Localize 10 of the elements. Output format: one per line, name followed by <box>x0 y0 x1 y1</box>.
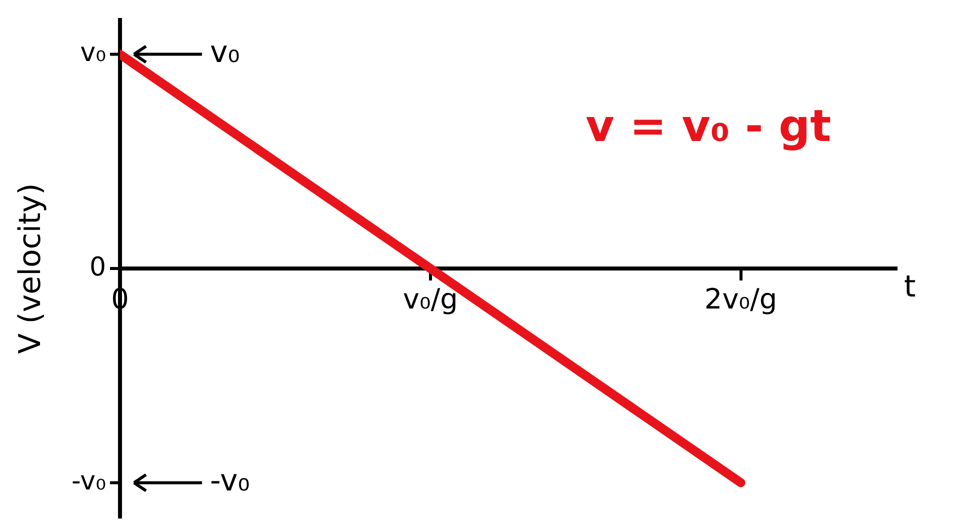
annotation: v₀ <box>210 35 240 70</box>
text: -v₀ <box>72 466 106 496</box>
x-tick-label: 2v₀/g <box>704 282 778 316</box>
text: v₀ <box>80 38 106 68</box>
text: 0 <box>89 252 106 282</box>
annotation: -v₀ <box>210 464 250 499</box>
annotation: v = v₀ - gt <box>586 100 832 152</box>
x-axis-title: t <box>904 269 916 304</box>
x-tick-label: v₀/g <box>402 282 458 316</box>
y-axis-title: V (velocity) <box>12 183 48 354</box>
